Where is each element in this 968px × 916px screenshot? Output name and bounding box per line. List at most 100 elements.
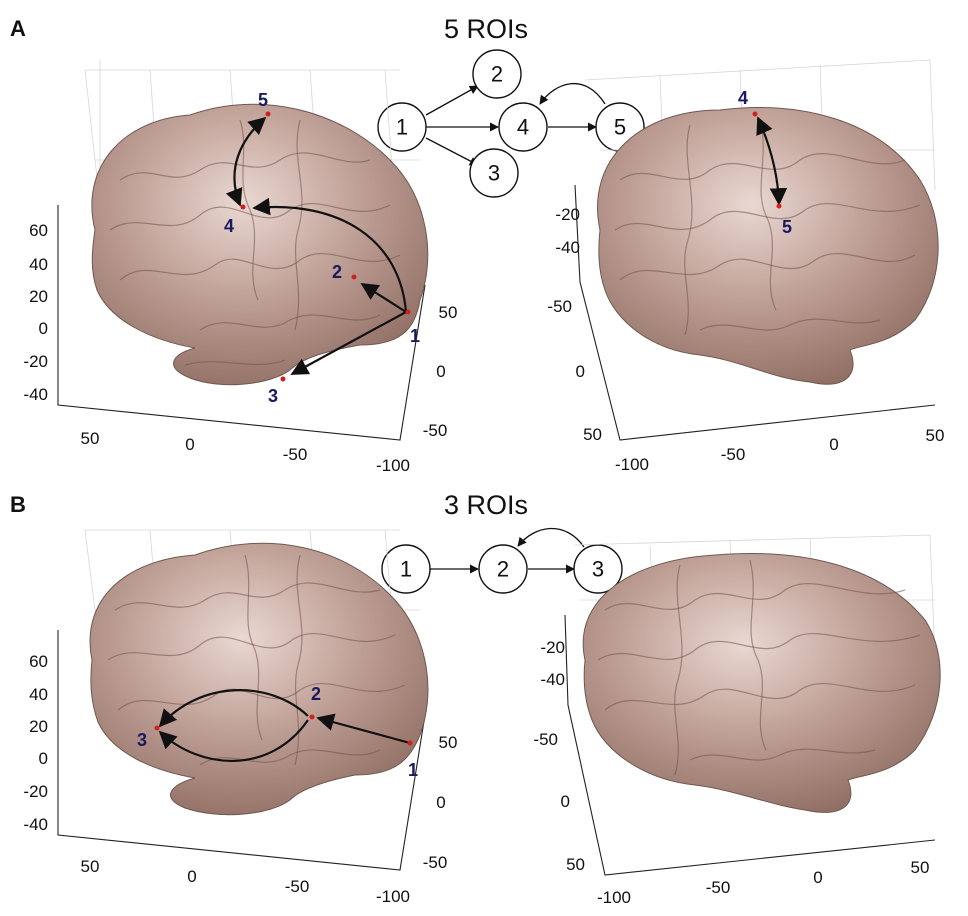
tick-label: 0: [829, 435, 838, 454]
tick-label: -50: [423, 421, 448, 440]
svg-text:1: 1: [400, 557, 412, 582]
svg-text:4: 4: [517, 115, 529, 140]
edge-1-2: [425, 85, 479, 116]
brain-gyri: [107, 554, 406, 766]
tick-label: -50: [285, 877, 310, 896]
graph-node: 2: [478, 544, 528, 594]
tick-label: 0: [187, 867, 196, 886]
x-axis-ticks: 50 0 -50 -100: [81, 857, 410, 906]
y-axis-ticks: -50 0 50: [547, 297, 602, 444]
z-axis-ticks: -20 -40: [540, 638, 565, 689]
tick-label: 50: [583, 425, 602, 444]
tick-label: 0: [813, 868, 822, 887]
roi-arrows: [756, 116, 788, 206]
network-graph: 1 2 3: [381, 527, 623, 594]
svg-text:2: 2: [497, 557, 509, 582]
tick-label: -40: [555, 238, 580, 257]
z-axis-ticks: 60 40 20 0 -20 -40: [23, 221, 48, 404]
tick-label: 0: [39, 749, 48, 768]
brain-surface: [597, 107, 939, 385]
tick-label: 50: [439, 733, 458, 752]
graph-node: 2: [472, 49, 522, 99]
tick-label: 50: [81, 857, 100, 876]
graph-node: 4: [498, 102, 548, 152]
roi-label: 2: [332, 262, 342, 282]
tick-label: -40: [540, 670, 565, 689]
brain-view-right: -20 -40 -50 0 50 -100 -50 0 50 4 5: [547, 59, 944, 474]
graph-node: 3: [469, 148, 519, 198]
roi-label: 1: [410, 326, 420, 346]
tick-label: 0: [185, 435, 194, 454]
svg-text:2: 2: [491, 62, 503, 87]
brain-surface: [582, 553, 941, 813]
roi-arrows: [225, 116, 408, 375]
tick-label: 0: [436, 362, 445, 381]
brain-gyri: [597, 559, 921, 776]
tick-label: 20: [29, 287, 48, 306]
roi-markers: 4 5: [738, 88, 792, 237]
y-axis-ticks: -50 0 50: [533, 730, 585, 874]
panel-b: B 3 ROIs 1 2 3: [10, 490, 941, 907]
x-axis-ticks: 50 0 -50 -100: [81, 429, 410, 475]
tick-label: 60: [29, 221, 48, 240]
tick-label: -50: [706, 878, 731, 897]
graph-node: 1: [381, 544, 431, 594]
tick-label: -40: [23, 815, 48, 834]
panel-title: 5 ROIs: [444, 14, 528, 44]
roi-label: 2: [311, 684, 321, 704]
roi-label: 5: [258, 90, 268, 110]
brain-surface: [91, 103, 429, 386]
tick-label: -50: [533, 730, 558, 749]
svg-text:3: 3: [488, 161, 500, 186]
network-graph: 1 2 3 4 5: [377, 49, 645, 198]
tick-label: 50: [911, 858, 930, 877]
edge-5-4: [539, 83, 606, 105]
tick-label: 40: [29, 255, 48, 274]
svg-text:5: 5: [614, 115, 626, 140]
graph-node: 3: [573, 544, 623, 594]
roi-label: 3: [268, 386, 278, 406]
tick-label: -20: [23, 782, 48, 801]
x-axis-ticks: -100 -50 0 50: [597, 858, 929, 907]
tick-label: 50: [926, 426, 945, 445]
roi-label: 4: [224, 216, 234, 236]
tick-label: -100: [597, 888, 631, 907]
tick-label: -20: [540, 638, 565, 657]
edge-3-2: [517, 527, 585, 548]
tick-label: -100: [376, 456, 410, 475]
tick-label: -50: [283, 445, 308, 464]
roi-label: 3: [137, 730, 147, 750]
tick-label: 50: [81, 429, 100, 448]
tick-label: 50: [439, 303, 458, 322]
tick-label: 50: [566, 855, 585, 874]
tick-label: 60: [29, 652, 48, 671]
tick-label: -50: [423, 853, 448, 872]
tick-label: 40: [29, 685, 48, 704]
panel-title: 3 ROIs: [444, 490, 528, 520]
brain-view-left: 60 40 20 0 -20 -40 50 0 -50 -100 50 0 -5…: [23, 60, 457, 475]
tick-label: -100: [376, 887, 410, 906]
y-axis-ticks: 50 0 -50: [423, 303, 458, 440]
tick-label: 20: [29, 717, 48, 736]
svg-text:1: 1: [396, 115, 408, 140]
tick-label: -40: [23, 385, 48, 404]
tick-label: -100: [615, 455, 649, 474]
z-axis-ticks: -20 -40: [555, 205, 580, 257]
roi-label: 5: [782, 217, 792, 237]
brain-view-left: 60 40 20 0 -20 -40 50 0 -50 -100 50 0 -5…: [23, 529, 458, 906]
panel-letter: B: [10, 492, 26, 517]
tick-label: 0: [39, 319, 48, 338]
svg-text:3: 3: [592, 557, 604, 582]
roi-markers: 2 3 1: [137, 684, 418, 780]
tick-label: 0: [576, 362, 585, 381]
tick-label: -50: [721, 445, 746, 464]
graph-node: 1: [377, 102, 427, 152]
edge-1-3: [425, 137, 479, 166]
panel-letter: A: [10, 16, 26, 41]
brain-view-right: -20 -40 -50 0 50 -100 -50 0 50: [533, 534, 941, 907]
tick-label: -50: [547, 297, 572, 316]
tick-label: -20: [23, 352, 48, 371]
x-axis-ticks: -100 -50 0 50: [615, 426, 944, 474]
roi-label: 1: [408, 760, 418, 780]
